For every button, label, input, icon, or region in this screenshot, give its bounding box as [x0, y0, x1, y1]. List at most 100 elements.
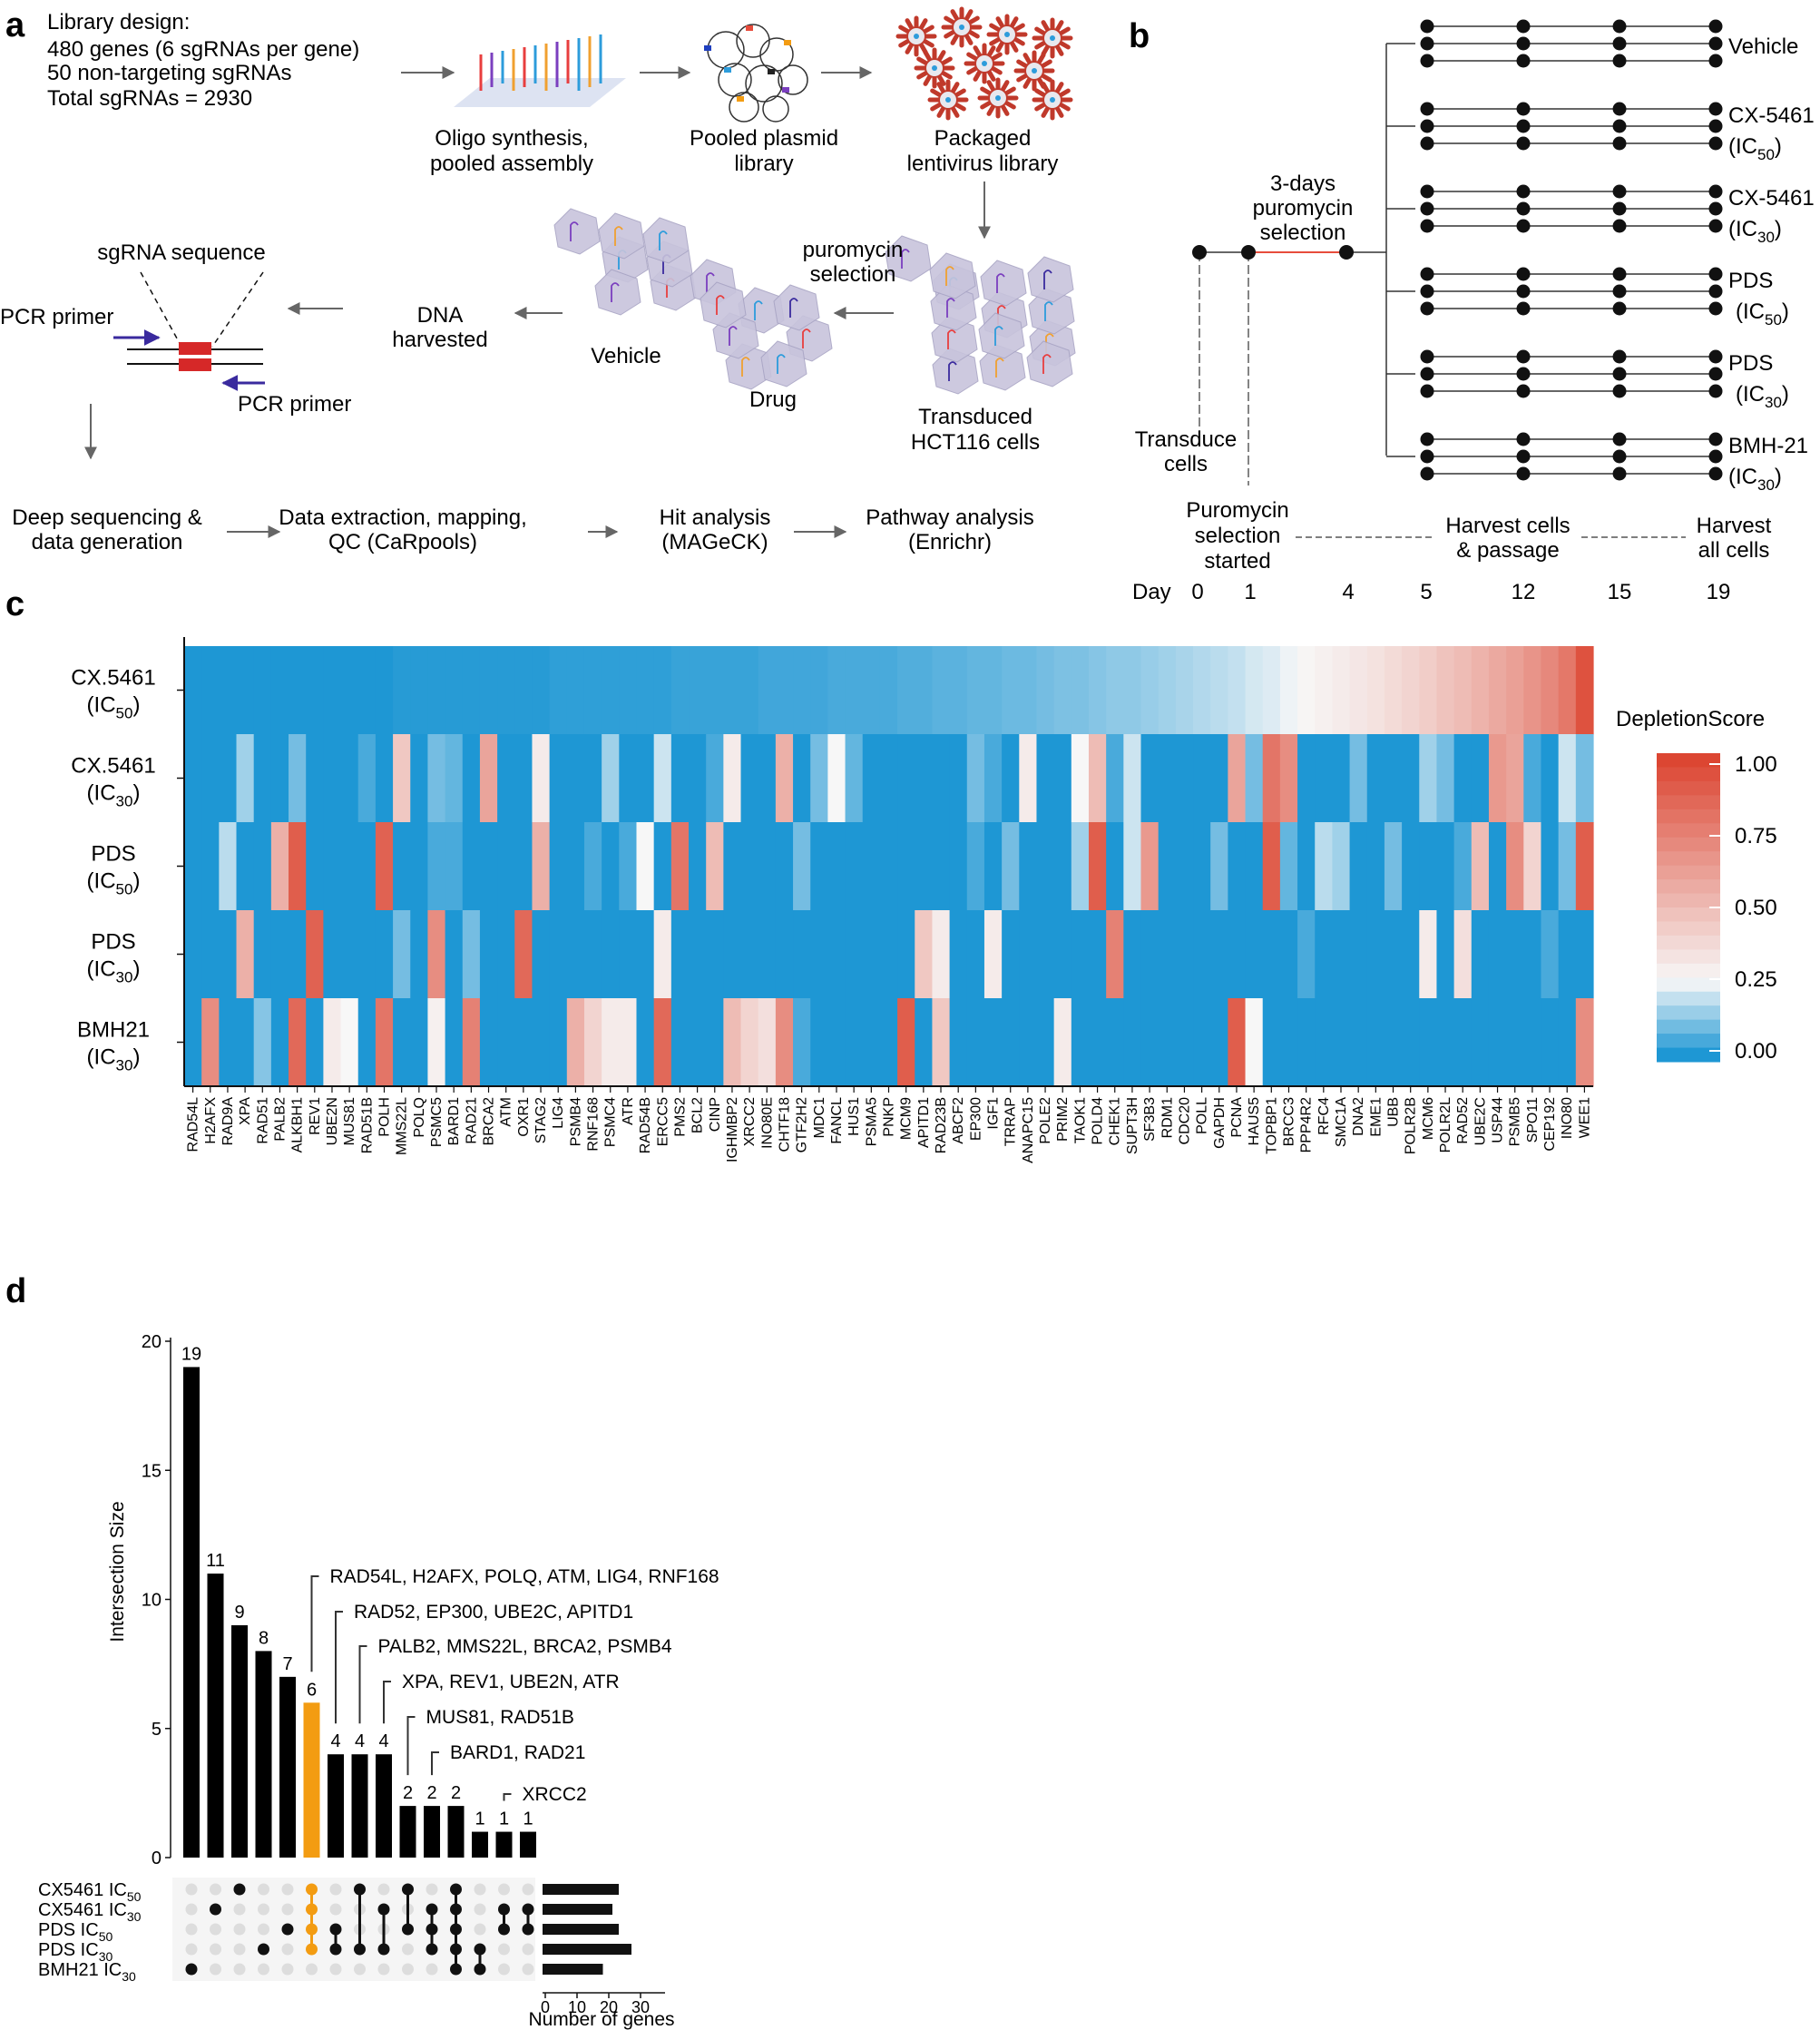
matrix-dot-off	[474, 1903, 486, 1916]
lentivirus-line2: lentivirus library	[907, 152, 1059, 176]
upset-bar	[520, 1831, 536, 1858]
pcr-primer-top-label: PCR primer	[0, 305, 113, 329]
heatmap-cell	[670, 910, 690, 999]
replicate-dot	[1516, 119, 1531, 133]
heatmap-cell	[723, 822, 742, 911]
matrix-dot-off	[258, 1923, 269, 1936]
heatmap-cell	[375, 822, 394, 911]
heatmap-cell	[1262, 910, 1281, 999]
replicate-dot	[1612, 284, 1627, 299]
gene-label: ERCC5	[655, 1097, 670, 1146]
heatmap-cell	[1123, 998, 1142, 1087]
heatmap-cell	[479, 734, 498, 823]
set-label: CX5461 IC50	[38, 1880, 142, 1904]
heatmap-cell	[689, 910, 707, 999]
heatmap-cell	[1558, 646, 1577, 735]
cell-sgrna	[570, 221, 579, 241]
heatmap-cell	[775, 822, 794, 911]
puro-started-line3: started	[1204, 549, 1270, 574]
heatmap-cell	[932, 822, 951, 911]
heatmap-cell	[1193, 734, 1211, 823]
heatmap-cell	[879, 910, 898, 999]
heatmap-cell	[1523, 734, 1542, 823]
heatmap-cell	[1088, 646, 1107, 735]
matrix-dot-on	[281, 1923, 294, 1936]
set-label: PDS IC30	[38, 1940, 113, 1964]
matrix-dot-off	[210, 1943, 221, 1956]
heatmap-cell	[758, 998, 777, 1087]
cell-shape	[760, 340, 807, 387]
annotation-text: XRCC2	[523, 1784, 587, 1805]
cell-sgrna	[611, 282, 620, 302]
panel-c-heatmap: CX.5461(IC50)CX.5461(IC30)PDS(IC50)PDS(I…	[71, 637, 1777, 1163]
day-1: 1	[1244, 580, 1256, 604]
heatmap-cell	[270, 910, 289, 999]
replicate-dot	[1708, 19, 1723, 34]
replicate-dot	[1516, 384, 1531, 398]
heatmap-cell	[1279, 822, 1298, 911]
heatmap-cell	[1453, 822, 1473, 911]
replicate-dot	[1708, 136, 1723, 151]
heatmap-cell	[1053, 822, 1072, 911]
matrix-dot-off	[522, 1883, 534, 1896]
matrix-dot-off	[306, 1963, 318, 1976]
heatmap-cell	[1175, 822, 1194, 911]
lentivirus-icon	[895, 6, 1073, 121]
heatmap-cell	[1558, 998, 1577, 1087]
heatmap-cell	[427, 822, 446, 911]
heatmap-cell	[427, 998, 446, 1087]
virus-center	[1050, 97, 1055, 103]
upset-bar-label: 7	[282, 1654, 292, 1674]
replicate-dot	[1612, 384, 1627, 398]
heatmap-cell	[915, 822, 934, 911]
heatmap-cell	[201, 646, 220, 735]
heatmap-cell	[1210, 646, 1228, 735]
heatmap-cell	[1471, 910, 1490, 999]
gene-label: CEP192	[1542, 1097, 1558, 1152]
gene-label: PNKP	[882, 1097, 897, 1137]
replicate-dot	[1420, 19, 1434, 34]
upset-bar-label: 4	[355, 1731, 365, 1751]
drug-label: Drug	[749, 387, 797, 412]
cell-sgrna	[659, 230, 668, 250]
matrix-dot-off	[498, 1943, 510, 1956]
lentivirus-line1: Packaged	[934, 126, 1032, 151]
heatmap-cell	[340, 646, 359, 735]
replicate-dot	[1420, 267, 1434, 281]
replicate-dot	[1420, 54, 1434, 68]
heatmap-cell	[306, 998, 324, 1087]
cell-shape	[773, 284, 820, 331]
heatmap-cell	[1366, 646, 1385, 735]
heatmap-cell	[549, 734, 568, 823]
heatmap-cell	[670, 734, 690, 823]
heatmap-cell	[1088, 734, 1107, 823]
heatmap-cell	[1366, 910, 1385, 999]
harvest-passage-line1: Harvest cells	[1445, 514, 1570, 538]
legend-swatch	[1657, 949, 1720, 965]
heatmap-cell	[357, 998, 377, 1087]
gene-label: RAD52	[1455, 1097, 1471, 1144]
upset-bar	[207, 1574, 224, 1858]
heatmap-cell	[1541, 822, 1560, 911]
replicate-dot	[1516, 301, 1531, 316]
heatmap-cell	[1053, 646, 1072, 735]
legend-label: 0.50	[1735, 896, 1777, 920]
upset-bar-label: 6	[307, 1680, 317, 1700]
annotation-text: MUS81, RAD51B	[426, 1707, 574, 1728]
heatmap-cell	[862, 998, 881, 1087]
heatmap-cell	[827, 646, 846, 735]
heatmap-cell	[340, 998, 359, 1087]
heatmap-cell	[1349, 822, 1368, 911]
replicate-dot	[1708, 349, 1723, 364]
replicate-dot	[1612, 184, 1627, 199]
heatmap-cell	[740, 822, 759, 911]
gene-label: PSMA5	[864, 1097, 879, 1146]
gene-label: XPA	[238, 1097, 253, 1125]
heatmap-cell	[1332, 822, 1351, 911]
timeline-dot	[1339, 245, 1354, 260]
heatmap-cell	[445, 734, 464, 823]
matrix-dot-off	[258, 1903, 269, 1916]
heatmap-cell	[758, 822, 777, 911]
heatmap-cell	[1279, 998, 1298, 1087]
annotation-leader	[310, 1575, 319, 1672]
